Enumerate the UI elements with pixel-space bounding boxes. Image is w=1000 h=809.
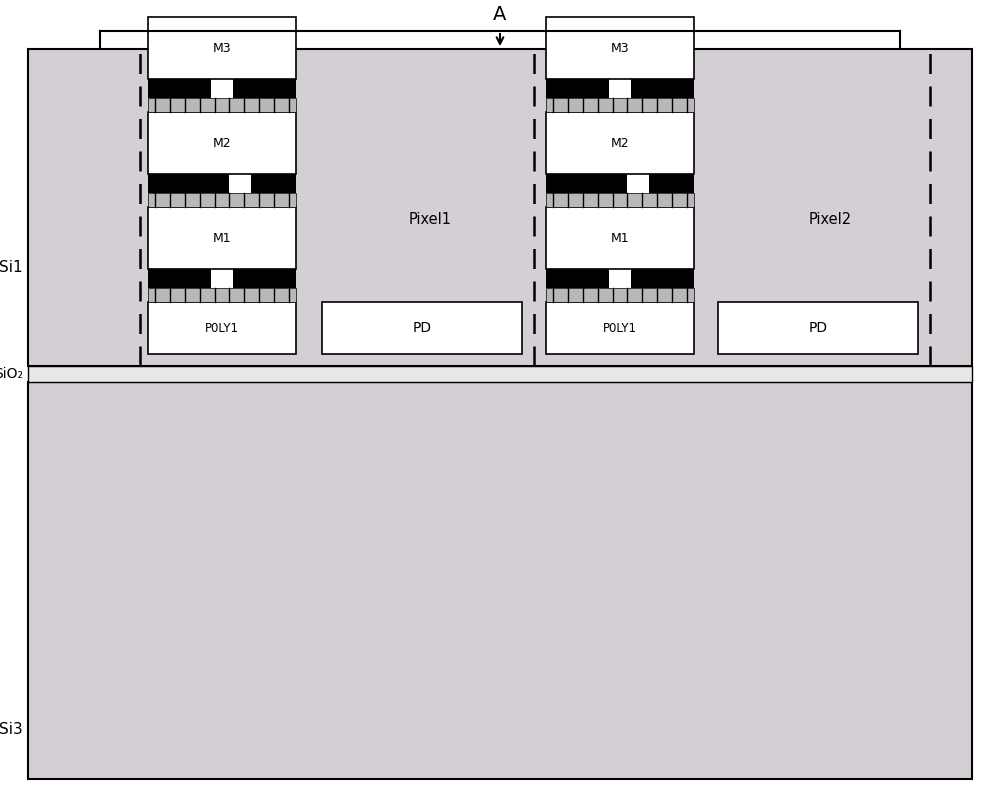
Text: M1: M1 — [213, 231, 231, 244]
Bar — [627, 174, 649, 193]
Text: Pixel2: Pixel2 — [808, 211, 852, 227]
Bar — [546, 17, 694, 79]
Bar — [148, 207, 296, 269]
Bar — [148, 98, 296, 112]
Bar — [148, 174, 296, 193]
Bar — [148, 288, 296, 302]
Text: A: A — [493, 5, 507, 23]
Bar — [211, 79, 233, 98]
Bar — [28, 366, 972, 382]
Bar — [546, 98, 694, 112]
Text: Si3: Si3 — [0, 722, 23, 736]
Bar — [609, 79, 631, 98]
Bar — [229, 174, 251, 193]
Bar — [148, 193, 296, 207]
Text: P0LY1: P0LY1 — [205, 321, 239, 334]
Text: SiO₂: SiO₂ — [0, 367, 23, 381]
Bar — [718, 302, 918, 354]
Bar — [148, 269, 296, 288]
Text: M3: M3 — [213, 41, 231, 54]
Text: Si1: Si1 — [0, 260, 23, 275]
Bar — [148, 302, 296, 354]
Bar — [546, 112, 694, 174]
Text: PD: PD — [412, 321, 432, 335]
Text: M2: M2 — [213, 137, 231, 150]
Bar — [148, 17, 296, 79]
Bar — [546, 193, 694, 207]
Bar — [546, 174, 694, 193]
Bar — [148, 79, 296, 98]
Bar — [148, 112, 296, 174]
Bar — [211, 269, 233, 288]
Bar — [546, 288, 694, 302]
Bar — [322, 302, 522, 354]
Text: P0LY1: P0LY1 — [603, 321, 637, 334]
Bar — [546, 79, 694, 98]
Bar — [28, 49, 972, 366]
Text: PD: PD — [808, 321, 828, 335]
Bar — [609, 269, 631, 288]
Text: M3: M3 — [611, 41, 629, 54]
Text: M2: M2 — [611, 137, 629, 150]
Text: Pixel1: Pixel1 — [409, 211, 452, 227]
Text: M1: M1 — [611, 231, 629, 244]
Bar — [546, 302, 694, 354]
Bar — [546, 269, 694, 288]
Bar — [546, 207, 694, 269]
Bar — [28, 382, 972, 779]
